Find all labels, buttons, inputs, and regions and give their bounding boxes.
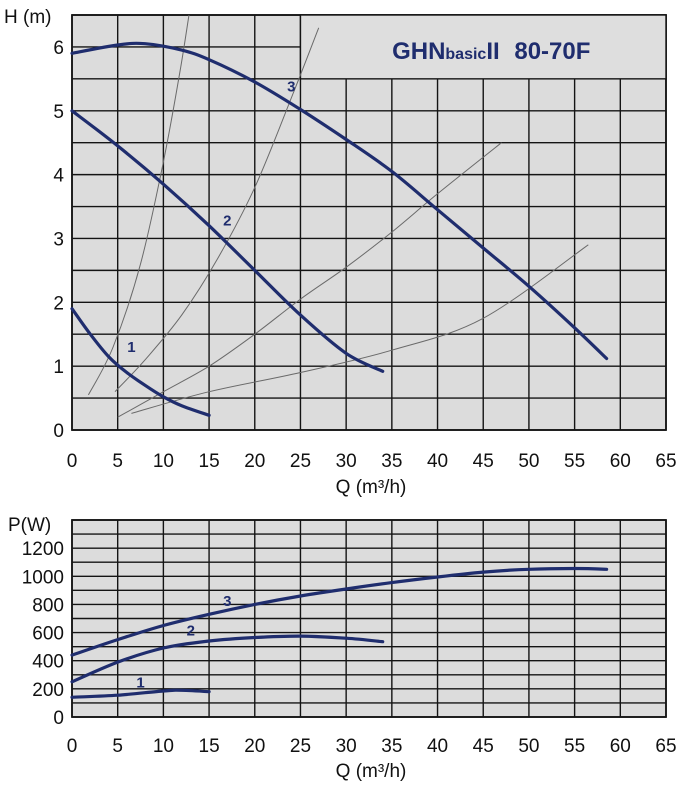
plot2-x-tick-label: 20	[244, 736, 265, 757]
plot1-system-curve	[87, 14, 190, 396]
title-small: basic	[445, 46, 486, 63]
plot1-x-tick-label: 25	[290, 451, 311, 472]
plot2-x-tick-label: 30	[336, 736, 357, 757]
plot1-x-tick-label: 55	[564, 451, 585, 472]
plot1-system-curve	[114, 27, 320, 393]
plot1-x-tick-label: 50	[518, 451, 539, 472]
plot1-curve-label-2: 2	[223, 213, 231, 230]
plot2-x-tick-label: 15	[199, 736, 220, 757]
plot2-x-tick-label: 50	[518, 736, 539, 757]
plot2-x-tick-label: 0	[67, 736, 78, 757]
plot1-x-tick-label: 0	[67, 451, 78, 472]
plot1-x-tick-label: 20	[244, 451, 265, 472]
plot1-x-tick-label: 35	[381, 451, 402, 472]
plot1-system-curve	[131, 244, 589, 414]
plot1-x-tick-label: 60	[610, 451, 631, 472]
plot2-curve-label-3: 3	[223, 593, 231, 610]
plot2-y-tick-label: 1000	[22, 567, 64, 588]
plot2-curve-1	[70, 688, 211, 699]
plot2-x-tick-label: 60	[610, 736, 631, 757]
plot1-curve-label-1: 1	[127, 339, 135, 356]
plot1-curve-label-3: 3	[287, 79, 295, 96]
plot1-background	[72, 15, 666, 430]
plot2-curve-2	[70, 634, 385, 684]
title-model: 80-70F	[514, 38, 590, 65]
plot1-y-tick-label: 6	[53, 38, 64, 59]
plot1-curve-1	[70, 307, 211, 417]
plot2-x-tick-label: 45	[473, 736, 494, 757]
plot1-y-tick-label: 0	[53, 421, 64, 442]
plot2-y-tick-label: 0	[53, 708, 64, 729]
plot2-y-tick-label: 600	[32, 624, 64, 645]
plot1-x-tick-label: 40	[427, 451, 448, 472]
plot2-curve-3	[70, 566, 609, 657]
chart-title: GHNbasicII 80-70F	[392, 38, 590, 65]
plot2-x-tick-label: 25	[290, 736, 311, 757]
plot2-curve-label-2: 2	[187, 622, 195, 639]
plot1-y-axis-label: H (m)	[4, 7, 51, 28]
plot1-y-tick-label: 2	[53, 293, 64, 314]
plot1-y-tick-label: 4	[53, 166, 64, 187]
plot2-x-tick-label: 35	[381, 736, 402, 757]
plot1-y-tick-label: 5	[53, 102, 64, 123]
plot2-y-tick-label: 800	[32, 595, 64, 616]
plot2-x-tick-label: 5	[112, 736, 123, 757]
plot1-x-tick-label: 15	[199, 451, 220, 472]
title-suffix: II	[486, 38, 506, 65]
plot2-frame	[71, 519, 667, 718]
plot2-y-tick-label: 200	[32, 680, 64, 701]
plot1-y-tick-label: 1	[53, 357, 64, 378]
plot2-curve-label-1: 1	[136, 674, 144, 691]
plot1-x-tick-label: 10	[153, 451, 174, 472]
plot2-x-tick-label: 65	[655, 736, 676, 757]
plot2-x-tick-label: 55	[564, 736, 585, 757]
plot2-y-tick-label: 400	[32, 652, 64, 673]
plot1-system-curve	[117, 142, 502, 418]
plot1-x-axis-label: Q (m³/h)	[336, 477, 407, 498]
plot2-y-tick-label: 1200	[22, 539, 64, 560]
plot1-curve-2	[70, 109, 385, 373]
plot1-y-tick-label: 3	[53, 229, 64, 250]
plot2-x-axis-label: Q (m³/h)	[336, 761, 407, 782]
title-box	[299, 14, 667, 80]
plot1-x-tick-label: 5	[112, 451, 123, 472]
plot1-x-tick-label: 45	[473, 451, 494, 472]
plot2-y-axis-label: P(W)	[8, 515, 51, 536]
title-prefix: GHN	[392, 38, 445, 65]
plot2-x-tick-label: 40	[427, 736, 448, 757]
plot2-x-tick-label: 10	[153, 736, 174, 757]
plot1-x-tick-label: 30	[336, 451, 357, 472]
plot1-x-tick-label: 65	[655, 451, 676, 472]
plot1-curve-3	[70, 41, 609, 361]
